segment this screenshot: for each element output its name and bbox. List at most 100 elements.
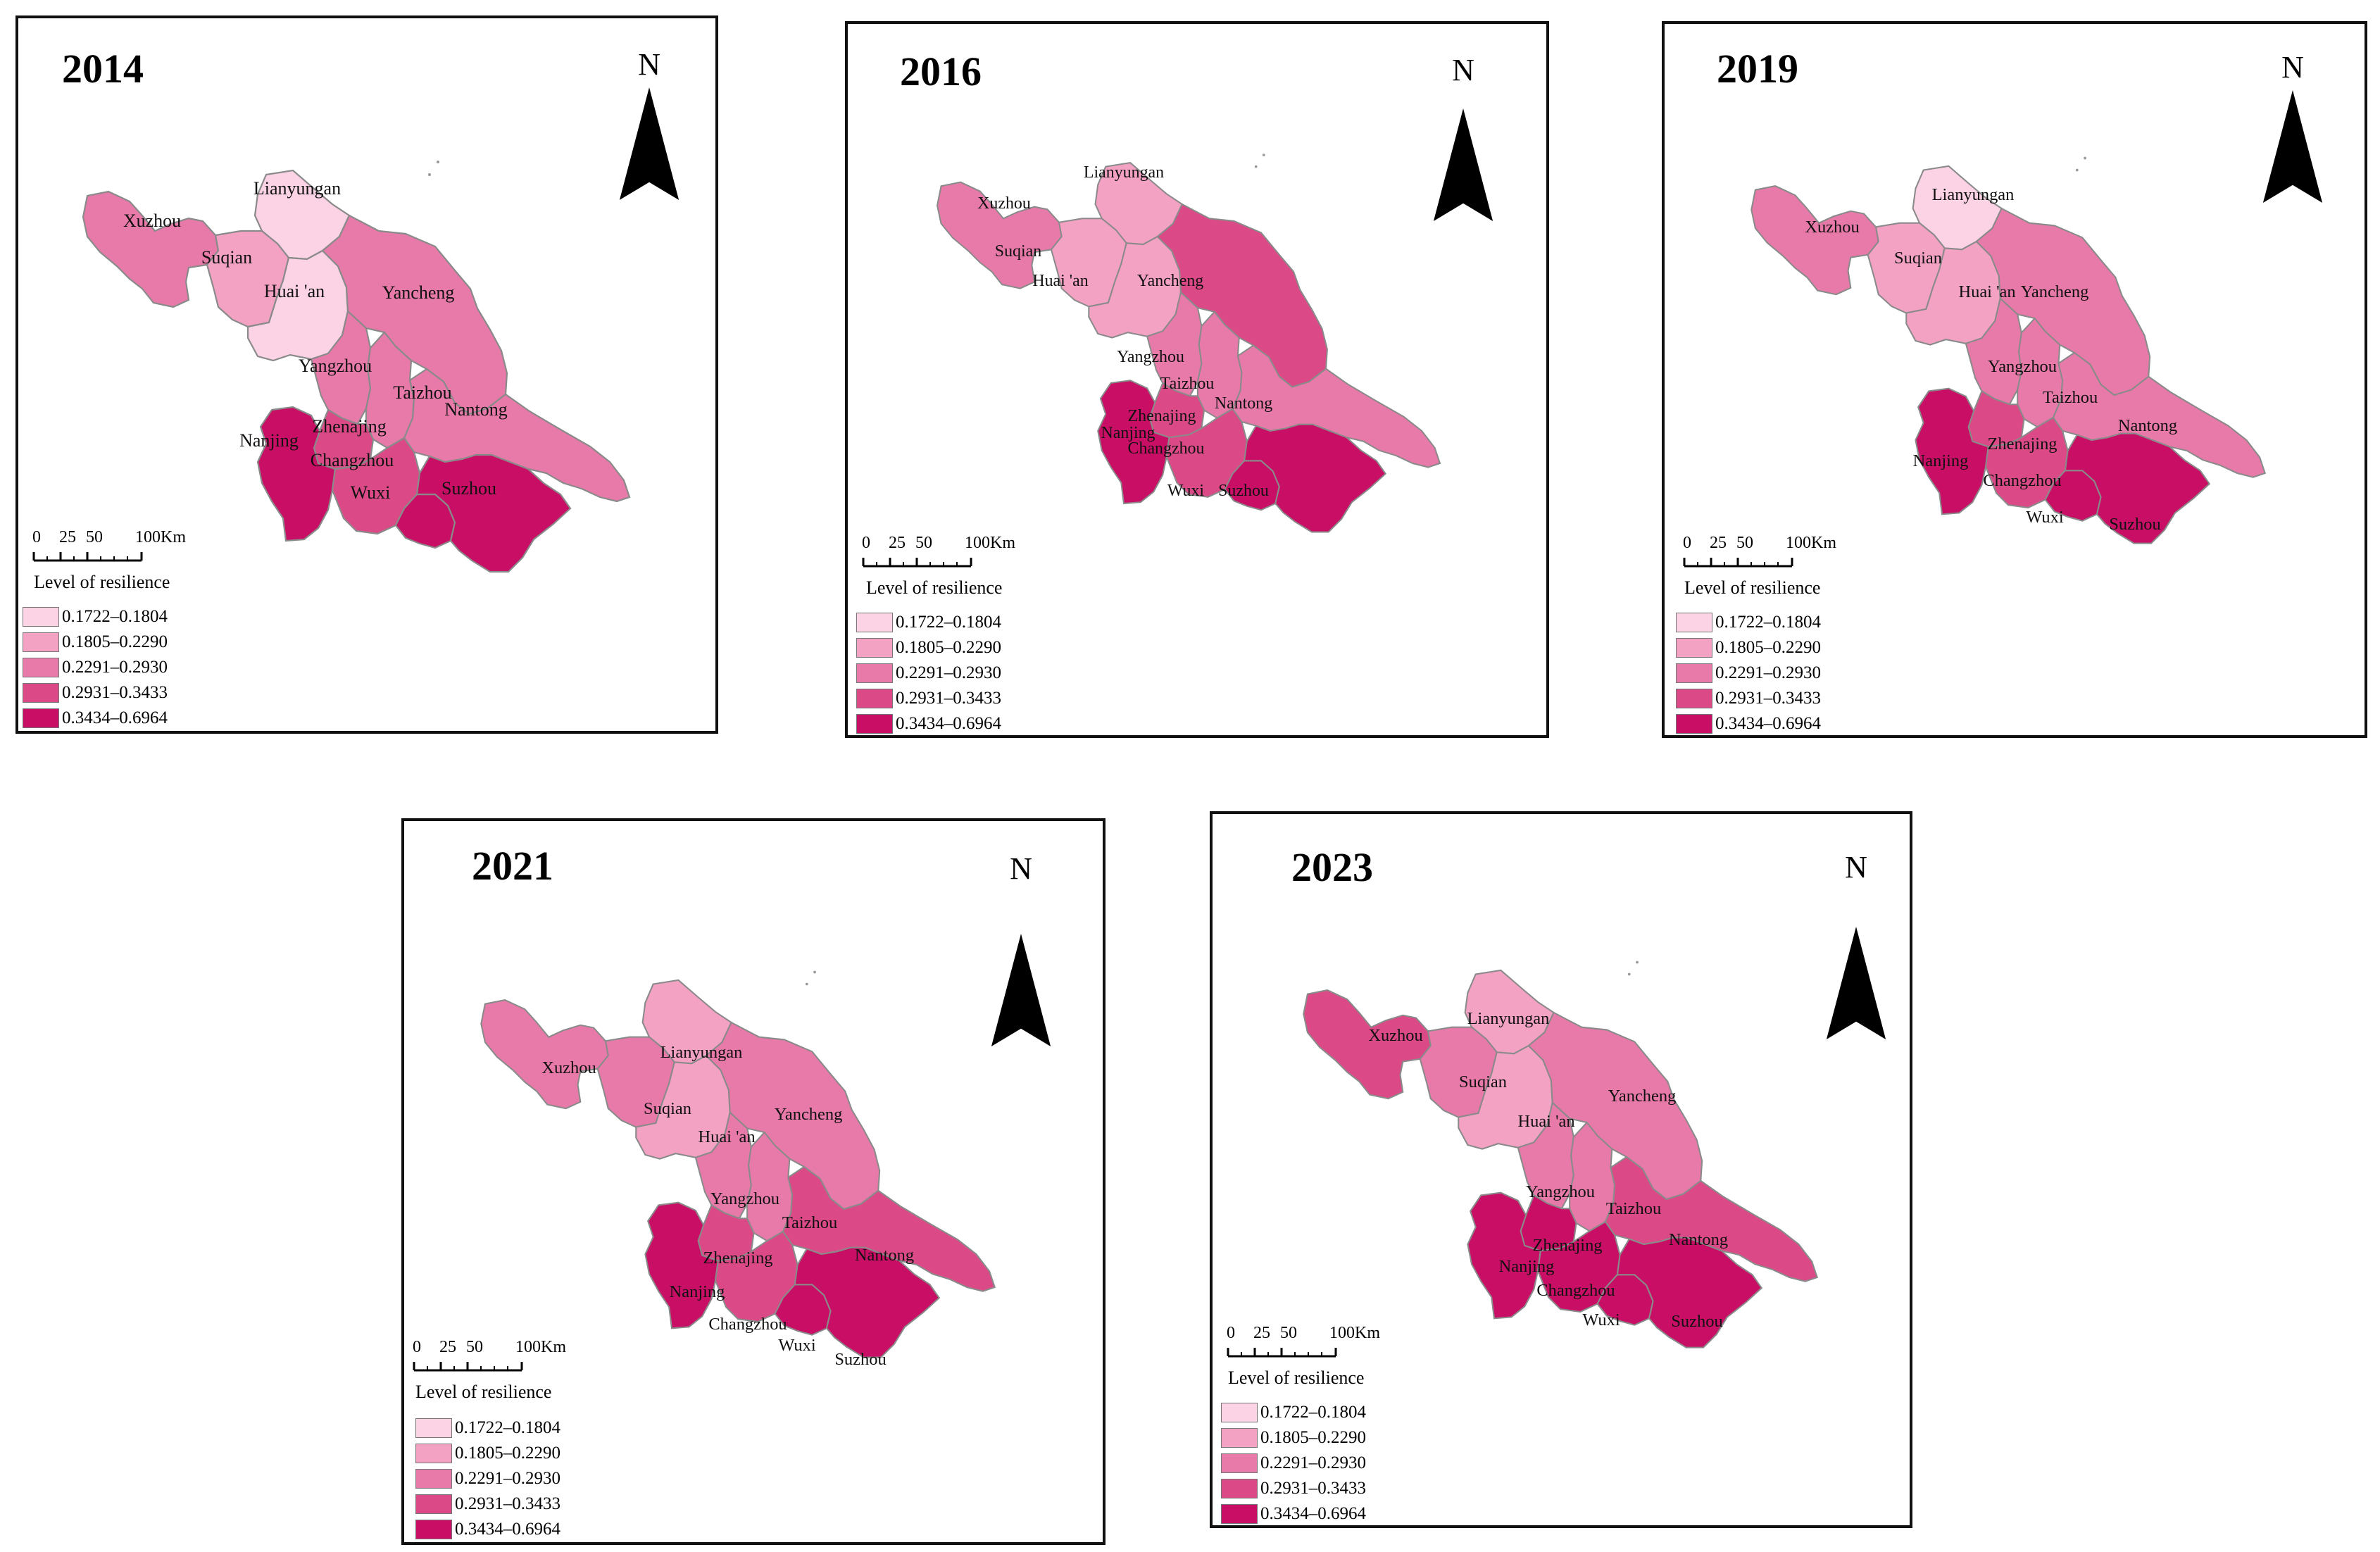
city-label-yangzhou: Yangzhou xyxy=(1117,348,1184,366)
island-dot xyxy=(1262,154,1265,156)
legend-label: 0.2291–0.2930 xyxy=(896,663,1001,682)
legend-swatch xyxy=(856,638,893,658)
legend: 0.1722–0.1804 0.1805–0.2290 0.2291–0.2930 0… xyxy=(415,1415,560,1542)
legend-label: 0.2291–0.2930 xyxy=(1715,663,1821,682)
city-label-changzhou: Changzhou xyxy=(1983,471,2061,490)
north-arrow-icon xyxy=(1433,108,1493,221)
city-label-yangzhou: Yangzhou xyxy=(299,356,372,376)
city-label-suqian: Suqian xyxy=(201,247,252,268)
legend-label: 0.1722–0.1804 xyxy=(455,1418,560,1437)
region-nanjing xyxy=(1097,380,1170,505)
legend-title: Level of resilience xyxy=(415,1382,552,1402)
region-xuzhou xyxy=(1303,989,1432,1100)
city-label-suzhou: Suzhou xyxy=(1671,1312,1722,1331)
legend-item: 0.2931–0.3433 xyxy=(23,680,168,706)
city-label-lianyungan: Lianyungan xyxy=(1467,1009,1550,1028)
legend-item: 0.3434–0.6964 xyxy=(415,1517,560,1542)
legend-item: 0.2931–0.3433 xyxy=(1676,686,1821,711)
legend-label: 0.2931–0.3433 xyxy=(62,683,168,702)
legend-swatch xyxy=(856,714,893,734)
region-suzhou xyxy=(1243,423,1387,533)
legend-title: Level of resilience xyxy=(866,577,1003,598)
north-label: N xyxy=(638,47,660,82)
city-label-suzhou: Suzhou xyxy=(2109,515,2160,534)
legend-label: 0.2931–0.3433 xyxy=(455,1494,560,1513)
scale-tick-label: 25 xyxy=(889,534,906,552)
north-label: N xyxy=(2281,50,2304,85)
legend-title: Level of resilience xyxy=(1228,1368,1365,1388)
region-suzhou xyxy=(1616,1237,1763,1348)
city-label-nanjing: Nanjing xyxy=(670,1282,725,1301)
scale-tick-label: 100Km xyxy=(1786,534,1836,552)
map-panel-2021: 2021 N Xuzhou Lianyungan Suqian Huai 'an Yan… xyxy=(401,818,1106,1545)
legend-swatch xyxy=(415,1418,452,1438)
scale-tick-label: 50 xyxy=(86,528,103,546)
scale-bar xyxy=(1683,558,1793,568)
city-label-nantong: Nantong xyxy=(444,399,508,420)
city-label-suqian: Suqian xyxy=(644,1099,691,1118)
legend-label: 0.2931–0.3433 xyxy=(1260,1479,1366,1498)
city-label-suqian: Suqian xyxy=(995,242,1041,261)
city-label-xuzhou: Xuzhou xyxy=(541,1058,596,1077)
jiangsu-map: Xuzhou Lianyungan Suqian Huai 'an Yancheng Ya… xyxy=(937,154,1441,533)
city-label-suqian: Suqian xyxy=(1459,1072,1507,1091)
city-label-nantong: Nantong xyxy=(1669,1230,1728,1249)
scale-tick-label: 50 xyxy=(1736,534,1753,552)
legend-item: 0.2291–0.2930 xyxy=(1676,661,1821,686)
legend-swatch xyxy=(1221,1504,1258,1524)
legend-item: 0.3434–0.6964 xyxy=(856,711,1001,737)
jiangsu-map: Xuzhou Lianyungan Suqian Huai 'an Yancheng Ya… xyxy=(1750,156,2267,544)
city-label-changzhou: Changzhou xyxy=(311,450,394,470)
north-label: N xyxy=(1010,851,1032,886)
island-dot xyxy=(1636,960,1639,964)
scale-tick-label: 25 xyxy=(1253,1324,1270,1342)
city-label-taizhou: Taizhou xyxy=(782,1213,837,1232)
city-label-yancheng: Yancheng xyxy=(1608,1087,1677,1106)
legend-label: 0.2931–0.3433 xyxy=(1715,689,1821,708)
city-label-taizhou: Taizhou xyxy=(1606,1199,1661,1218)
map-year-title: 2014 xyxy=(62,46,144,92)
legend-label: 0.1722–0.1804 xyxy=(62,607,168,626)
city-label-zhenajing: Zhenajing xyxy=(1128,407,1196,425)
legend-swatch xyxy=(1221,1428,1258,1448)
region-suzhou xyxy=(415,453,572,573)
legend-item: 0.1805–0.2290 xyxy=(1221,1425,1366,1451)
city-label-changzhou: Changzhou xyxy=(1128,439,1205,458)
scale-bar xyxy=(862,558,972,568)
jiangsu-map: Xuzhou Lianyungan Suqian Huai 'an Yancheng Ya… xyxy=(82,161,631,573)
legend-swatch xyxy=(23,607,59,627)
legend-swatch xyxy=(23,683,59,703)
north-arrow-icon xyxy=(619,87,679,200)
region-nanjing xyxy=(1915,387,1989,515)
legend-label: 0.2291–0.2930 xyxy=(455,1469,560,1488)
legend-item: 0.1722–0.1804 xyxy=(23,604,168,630)
legend-item: 0.1722–0.1804 xyxy=(1676,610,1821,635)
legend-label: 0.1805–0.2290 xyxy=(455,1444,560,1463)
city-label-xuzhou: Xuzhou xyxy=(977,194,1031,213)
region-nanjing xyxy=(1467,1191,1541,1320)
legend: 0.1722–0.1804 0.1805–0.2290 0.2291–0.2930 0… xyxy=(1221,1400,1366,1527)
city-label-nanjing: Nanjing xyxy=(1101,424,1155,442)
legend-label: 0.3434–0.6964 xyxy=(1260,1504,1366,1523)
legend-item: 0.1722–0.1804 xyxy=(1221,1400,1366,1425)
legend-label: 0.1722–0.1804 xyxy=(1260,1403,1366,1422)
region-xuzhou xyxy=(82,190,220,308)
island-dot xyxy=(2075,168,2079,172)
scale-tick-label: 0 xyxy=(862,534,870,552)
north-label: N xyxy=(1845,850,1867,884)
legend-label: 0.1805–0.2290 xyxy=(1260,1428,1366,1447)
city-label-huai-an: Huai 'an xyxy=(1032,272,1088,290)
scale-tick-label: 50 xyxy=(466,1338,483,1356)
legend-swatch xyxy=(1221,1453,1258,1473)
legend-label: 0.1722–0.1804 xyxy=(1715,613,1821,632)
region-xuzhou xyxy=(937,181,1063,289)
city-label-wuxi: Wuxi xyxy=(1167,482,1205,500)
legend-item: 0.1805–0.2290 xyxy=(856,635,1001,661)
legend-item: 0.2291–0.2930 xyxy=(856,661,1001,686)
legend-title: Level of resilience xyxy=(1684,577,1821,598)
city-label-zhenajing: Zhenajing xyxy=(703,1249,772,1268)
map-year-title: 2019 xyxy=(1717,46,1798,92)
legend-title: Level of resilience xyxy=(34,572,170,592)
city-label-suzhou: Suzhou xyxy=(834,1350,886,1369)
city-label-zhenajing: Zhenajing xyxy=(1532,1236,1602,1255)
